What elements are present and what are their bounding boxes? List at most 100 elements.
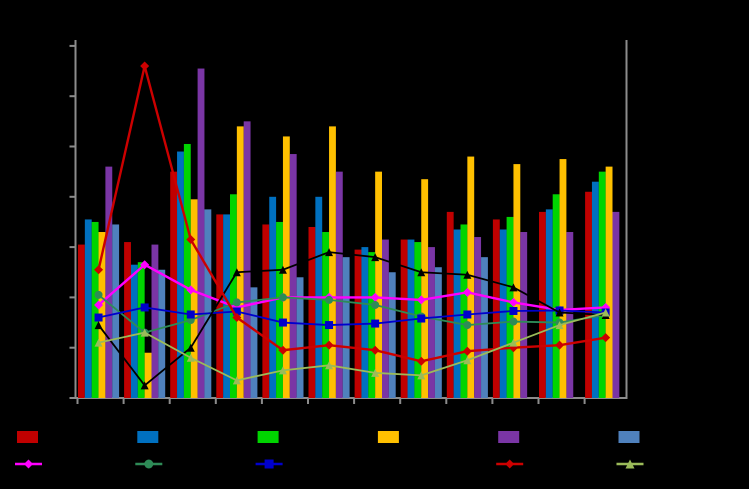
square-marker (509, 306, 518, 315)
bar (197, 68, 205, 398)
bar (585, 191, 592, 398)
bar (400, 239, 408, 398)
circle-marker (509, 317, 518, 326)
triangle-marker (417, 371, 426, 380)
bar (591, 181, 599, 398)
bar (322, 232, 330, 398)
bar (342, 257, 350, 398)
bar (105, 166, 113, 398)
legend-bar-swatch (17, 431, 38, 443)
diamond-marker (370, 292, 380, 302)
diamond-marker (186, 285, 196, 295)
line-series-5 (94, 308, 610, 385)
triangle-marker (509, 338, 518, 347)
series-line (98, 306, 606, 326)
diamond-marker (278, 345, 288, 355)
triangle-marker (232, 376, 241, 385)
diamond-marker (140, 61, 150, 71)
bar (130, 264, 138, 398)
bar (375, 171, 382, 398)
series-line (97, 294, 606, 334)
triangle-marker (325, 361, 334, 370)
series-line (97, 65, 606, 363)
triangle-marker (94, 338, 103, 347)
diamond-marker (186, 235, 196, 245)
circle-marker (94, 290, 103, 299)
triangle-marker (325, 248, 334, 257)
bar (158, 269, 166, 398)
circle-marker (278, 293, 287, 302)
triangle-marker (509, 283, 518, 292)
diamond-marker (505, 459, 515, 469)
bar (559, 159, 567, 398)
bar (269, 196, 277, 398)
bar (236, 126, 244, 398)
diamond-marker (94, 265, 104, 275)
line-series-2 (94, 303, 610, 330)
bar (434, 267, 442, 398)
bar (335, 171, 343, 398)
bar (329, 126, 336, 398)
bar (124, 242, 131, 398)
circle-marker (232, 298, 241, 307)
square-marker (94, 313, 103, 322)
triangle-marker (94, 321, 103, 330)
bar (276, 221, 283, 398)
diamond-marker (416, 295, 426, 305)
triangle-marker (278, 265, 287, 274)
bar (598, 171, 606, 398)
triangle-marker (463, 270, 472, 279)
diamond-marker (601, 333, 611, 343)
bar (262, 224, 270, 398)
circle-marker (144, 459, 154, 469)
bar (91, 221, 99, 398)
bar (382, 239, 389, 398)
bar (230, 194, 237, 398)
triangle-marker (555, 321, 564, 330)
square-marker (325, 321, 334, 330)
bar (78, 244, 85, 398)
bar-series-3 (98, 126, 613, 398)
bar (84, 219, 92, 398)
diamond-marker (324, 340, 334, 350)
legend-bar-swatch (257, 431, 279, 443)
triangle-marker (463, 356, 472, 365)
bar-series-5 (112, 209, 488, 398)
bar (112, 224, 120, 398)
bar (289, 154, 297, 398)
bar (177, 151, 184, 398)
triangle-marker (555, 308, 564, 317)
bar (513, 164, 521, 398)
triangle-marker (278, 366, 287, 375)
square-marker (417, 314, 426, 323)
diamond-marker (462, 346, 472, 356)
bar (144, 352, 152, 398)
bar (216, 214, 224, 398)
legend (15, 431, 644, 469)
bar (520, 232, 528, 398)
diamond-marker (462, 287, 472, 297)
bar (467, 156, 475, 398)
triangle-marker (140, 381, 149, 390)
legend-bar-swatch (618, 431, 640, 443)
triangle-marker (140, 328, 149, 337)
triangle-marker (186, 353, 195, 362)
diamond-marker (555, 340, 565, 350)
square-marker (186, 310, 195, 319)
bar (308, 226, 316, 398)
bar (170, 171, 178, 398)
square-marker (463, 310, 472, 319)
bar (421, 179, 429, 398)
bar (605, 166, 613, 398)
bar (282, 136, 290, 398)
bar (499, 229, 507, 398)
diamond-marker (24, 459, 33, 469)
square-marker (140, 303, 149, 312)
legend-bar-swatch (137, 431, 159, 443)
bar (453, 229, 461, 398)
bar (361, 247, 369, 398)
circle-marker (325, 295, 334, 304)
diamond-marker (94, 300, 104, 310)
bar (296, 277, 304, 398)
